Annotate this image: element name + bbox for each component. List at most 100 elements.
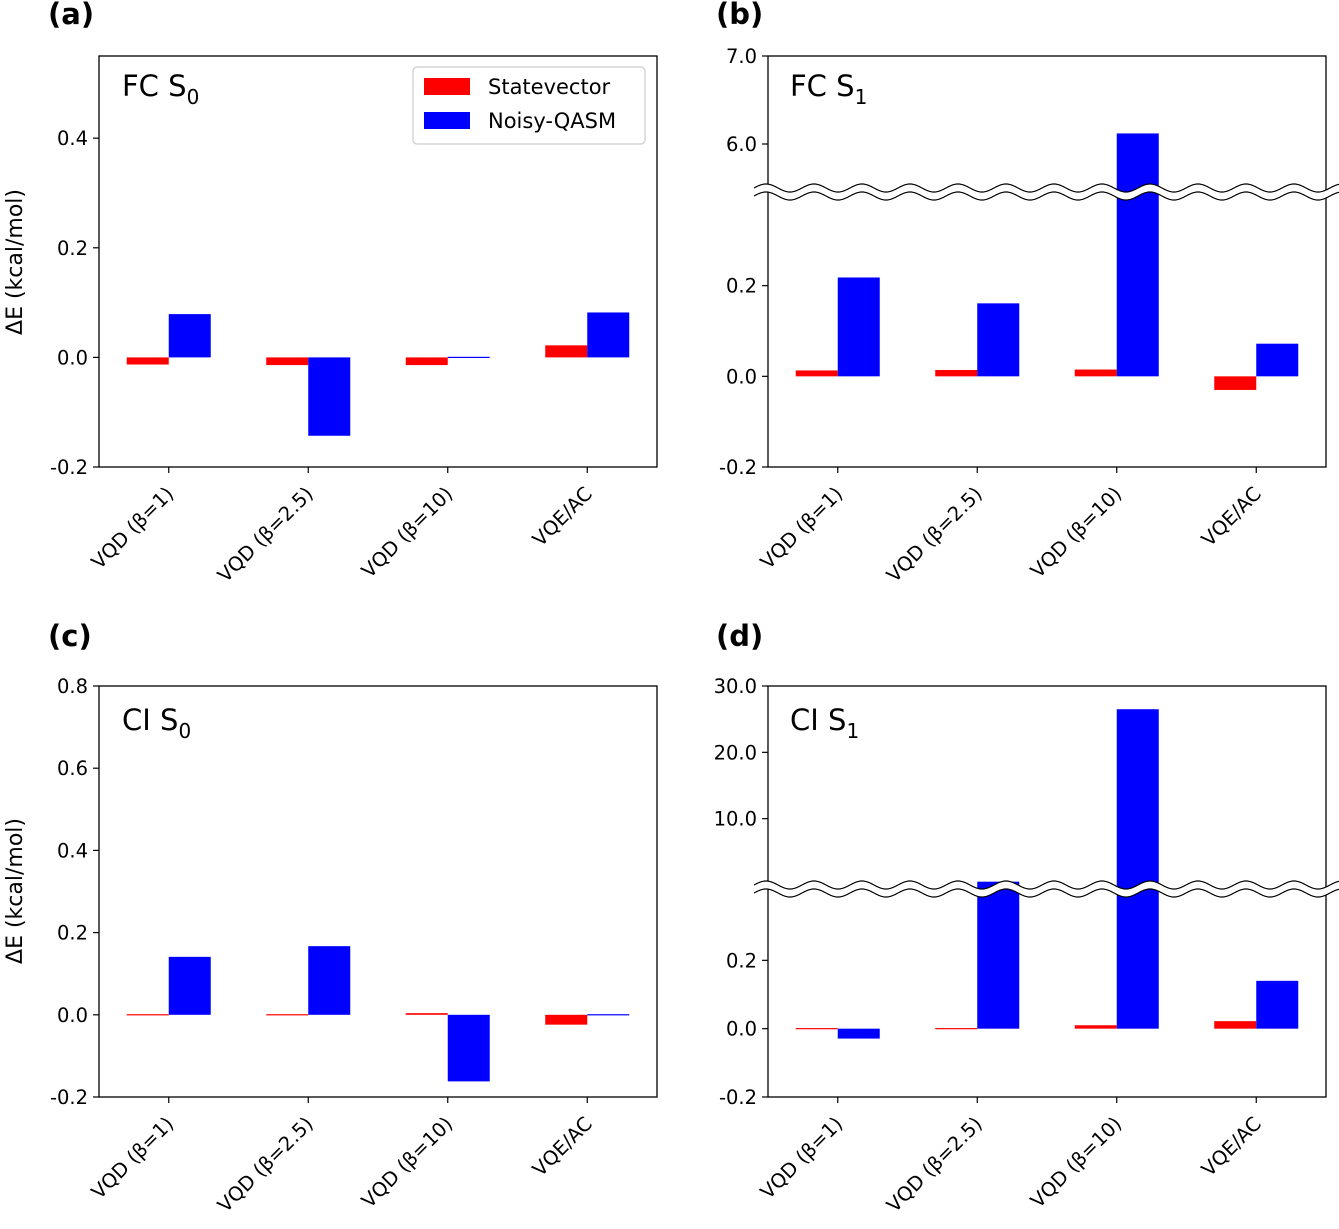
panel-a: -0.2 0.0 0.2 0.4 VQD (β=1) VQD (β=2.5) VQD (β… xyxy=(3,0,658,587)
bar-noisy-qasm xyxy=(168,956,211,1015)
x-tick-label: VQD (β=10) xyxy=(357,482,457,582)
legend-frame xyxy=(412,66,646,145)
x-tick-label: VQE/AC xyxy=(528,1112,597,1181)
bar-noisy-qasm xyxy=(587,312,630,358)
bar-statevector xyxy=(935,369,978,377)
x-tick-label: VQD (β=1) xyxy=(756,482,847,573)
bar-noisy-qasm xyxy=(308,357,351,436)
bar-statevector xyxy=(795,1028,838,1030)
axis-break-line xyxy=(753,191,1339,201)
y-tick-label: -0.2 xyxy=(719,456,757,479)
panel-d: -0.2 0.0 0.2 10.0 20.0 30.0 VQD (β=1) VQD (β=2… xyxy=(714,619,1339,1217)
y-axis-label: ΔE (kcal/mol) xyxy=(3,189,28,335)
legend-label-noisy-qasm: Noisy-QASM xyxy=(488,109,616,133)
x-tick-label: VQD (β=10) xyxy=(1026,1112,1126,1212)
y-tick-label: 0.2 xyxy=(726,275,757,298)
x-tick-label: VQD (β=10) xyxy=(1026,482,1126,582)
bar-statevector xyxy=(126,1014,169,1016)
bar-statevector xyxy=(126,357,169,365)
plot-title: FC S1 xyxy=(790,69,867,109)
legend-swatch-noisy-qasm xyxy=(424,112,470,129)
x-tick-label: VQE/AC xyxy=(1197,1112,1266,1181)
axis-break-gap xyxy=(752,184,1339,200)
bar-statevector xyxy=(1074,1025,1117,1029)
panel-letter: (c) xyxy=(48,619,92,653)
bar-statevector xyxy=(545,345,588,358)
bar-noisy-qasm xyxy=(837,1028,880,1039)
panel-c: -0.2 0.0 0.2 0.4 0.6 0.8 VQD (β=1) VQD (β=2.5)… xyxy=(3,619,658,1217)
y-tick-label: 0.2 xyxy=(57,922,88,945)
bar-noisy-qasm xyxy=(1116,133,1159,377)
plot-frame xyxy=(98,685,658,1098)
y-tick-label: 0.4 xyxy=(57,839,88,862)
plot-frame xyxy=(767,55,1327,468)
y-tick-label: 0.2 xyxy=(57,237,88,260)
panel-letter: (d) xyxy=(716,619,763,653)
axis-break-mark xyxy=(752,880,1339,898)
axis-break-line xyxy=(753,183,1339,193)
axis-break-line xyxy=(753,880,1339,890)
plot-title: FC S0 xyxy=(122,69,199,109)
bar-statevector xyxy=(545,1014,588,1025)
y-tick-label: 6.0 xyxy=(726,133,757,156)
y-tick-label: 0.0 xyxy=(57,346,88,369)
y-tick-label: 20.0 xyxy=(714,741,757,764)
y-tick-label: 0.0 xyxy=(726,365,757,388)
bar-noisy-qasm xyxy=(1256,980,1299,1029)
y-tick-label: -0.2 xyxy=(719,1086,757,1109)
bar-statevector xyxy=(1074,369,1117,377)
bar-noisy-qasm xyxy=(168,314,211,358)
panel-b: -0.2 0.0 0.2 6.0 7.0 VQD (β=1) VQD (β=2.5) VQD… xyxy=(716,0,1339,587)
y-tick-label: 0.6 xyxy=(57,757,88,780)
x-tick-label: VQD (β=2.5) xyxy=(213,1112,318,1217)
bar-noisy-qasm xyxy=(447,1014,490,1082)
bar-noisy-qasm xyxy=(447,356,490,358)
y-tick-label: 0.0 xyxy=(726,1018,757,1041)
panel-letter: (b) xyxy=(716,0,763,31)
x-tick-label: VQD (β=10) xyxy=(357,1112,457,1212)
axis-break-gap xyxy=(752,881,1339,897)
y-tick-label: 7.0 xyxy=(726,45,757,68)
x-tick-label: VQE/AC xyxy=(1197,482,1266,551)
bar-noisy-qasm xyxy=(587,1014,630,1016)
axis-break-mark xyxy=(752,183,1339,201)
y-tick-label: 0.2 xyxy=(726,949,757,972)
y-tick-label: -0.2 xyxy=(50,456,88,479)
bar-noisy-qasm xyxy=(1256,343,1299,377)
plot-title: CI S0 xyxy=(122,703,191,743)
x-tick-label: VQE/AC xyxy=(528,482,597,551)
axis-break-line xyxy=(753,888,1339,898)
bar-noisy-qasm xyxy=(977,303,1020,377)
bar-noisy-qasm xyxy=(837,277,880,377)
x-tick-label: VQD (β=2.5) xyxy=(882,1112,987,1217)
y-axis-label: ΔE (kcal/mol) xyxy=(3,818,28,964)
bar-statevector xyxy=(405,357,448,366)
plot-frame xyxy=(98,55,658,468)
legend: Statevector Noisy-QASM xyxy=(412,66,646,145)
y-tick-label: 0.0 xyxy=(57,1004,88,1027)
plot-title: CI S1 xyxy=(790,703,859,743)
y-tick-label: 10.0 xyxy=(714,808,757,831)
bar-statevector xyxy=(935,1028,978,1030)
y-tick-label: -0.2 xyxy=(50,1086,88,1109)
bar-statevector xyxy=(266,1014,309,1016)
x-tick-label: VQD (β=1) xyxy=(756,1112,847,1203)
bar-statevector xyxy=(795,370,838,377)
panel-letter: (a) xyxy=(48,0,94,31)
y-tick-label: 0.4 xyxy=(57,127,88,150)
x-tick-label: VQD (β=1) xyxy=(87,1112,178,1203)
bar-noisy-qasm xyxy=(1116,709,1159,1029)
bar-statevector xyxy=(266,357,309,366)
bar-statevector xyxy=(405,1013,448,1015)
y-tick-label: 0.8 xyxy=(57,675,88,698)
x-tick-label: VQD (β=2.5) xyxy=(882,482,987,587)
y-tick-label: 30.0 xyxy=(714,675,757,698)
legend-swatch-statevector xyxy=(424,78,470,95)
legend-label-statevector: Statevector xyxy=(488,75,611,99)
x-tick-label: VQD (β=1) xyxy=(87,482,178,573)
bar-statevector xyxy=(1214,376,1257,390)
bar-noisy-qasm xyxy=(977,881,1020,1029)
x-tick-label: VQD (β=2.5) xyxy=(213,482,318,587)
bar-noisy-qasm xyxy=(308,946,351,1015)
